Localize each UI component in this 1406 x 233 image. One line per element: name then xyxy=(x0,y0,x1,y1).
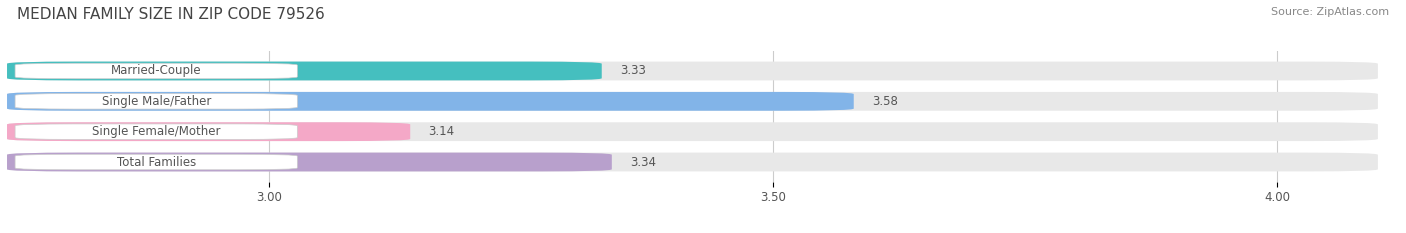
Text: 3.33: 3.33 xyxy=(620,65,645,78)
Text: 3.14: 3.14 xyxy=(429,125,454,138)
Text: Source: ZipAtlas.com: Source: ZipAtlas.com xyxy=(1271,7,1389,17)
FancyBboxPatch shape xyxy=(15,94,297,109)
FancyBboxPatch shape xyxy=(15,154,297,170)
FancyBboxPatch shape xyxy=(7,122,411,141)
FancyBboxPatch shape xyxy=(15,63,297,79)
FancyBboxPatch shape xyxy=(7,153,1378,171)
FancyBboxPatch shape xyxy=(7,62,602,80)
Text: MEDIAN FAMILY SIZE IN ZIP CODE 79526: MEDIAN FAMILY SIZE IN ZIP CODE 79526 xyxy=(17,7,325,22)
FancyBboxPatch shape xyxy=(7,122,1378,141)
FancyBboxPatch shape xyxy=(7,92,853,111)
Text: Total Families: Total Families xyxy=(117,155,195,168)
Text: Married-Couple: Married-Couple xyxy=(111,65,201,78)
Text: 3.34: 3.34 xyxy=(630,155,657,168)
Text: Single Male/Father: Single Male/Father xyxy=(101,95,211,108)
FancyBboxPatch shape xyxy=(7,153,612,171)
FancyBboxPatch shape xyxy=(7,62,1378,80)
Text: Single Female/Mother: Single Female/Mother xyxy=(91,125,221,138)
FancyBboxPatch shape xyxy=(7,92,1378,111)
FancyBboxPatch shape xyxy=(15,124,297,139)
Text: 3.58: 3.58 xyxy=(872,95,898,108)
